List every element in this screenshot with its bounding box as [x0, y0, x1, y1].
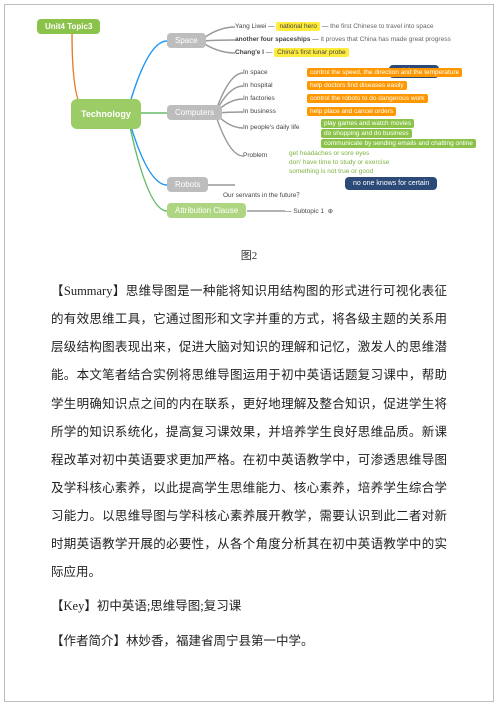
node-attr: Attribution Clause: [167, 203, 246, 218]
node-computers: Computers: [167, 105, 222, 120]
comp-sub-3: In business: [243, 108, 276, 115]
comp-leaf-3: help place and cancel orders: [307, 108, 396, 115]
attr-leaf: — Subtopic 1 ⊕: [285, 207, 333, 215]
comp-leaf-0: control the speed, the direction and the…: [307, 69, 462, 76]
robots-leaf: Our servants in the future？: [223, 189, 303, 199]
comp-sub-2: In factories: [243, 95, 275, 102]
robot-box: no one knows for certain: [345, 177, 437, 190]
comp-sub-0: In space: [243, 69, 268, 76]
comp-leaf-4: play games and watch movies: [321, 120, 414, 127]
node-space: Space: [167, 33, 206, 48]
figure-caption: 图2: [5, 247, 493, 263]
comp-leaf-8: don' have time to study or exercise: [289, 159, 389, 166]
space-row-1: another four spaceships — it proves that…: [235, 36, 451, 43]
comp-leaf-5: do shopping and do business: [321, 130, 412, 137]
space-row-2: Chang'e I — China's first lunar probe: [235, 49, 349, 56]
mindmap-figure: Unit4 Topic3 Technology Space Computers …: [17, 13, 477, 243]
comp-leaf-6: communicate by sending emails and chatti…: [321, 140, 476, 147]
node-robots: Robots: [167, 177, 208, 192]
key-paragraph: 【Key】初中英语;思维导图;复习课: [51, 592, 447, 620]
comp-sub-5: Problem: [243, 152, 267, 159]
space-row-0: Yang Liwei — national hero — the first C…: [235, 23, 434, 30]
comp-leaf-1: help doctors find diseases easily: [307, 82, 407, 89]
summary-paragraph: 【Summary】思维导图是一种能将知识用结构图的形式进行可视化表征的有效思维工…: [51, 277, 447, 586]
comp-sub-1: In hospital: [243, 82, 273, 89]
node-hub-technology: Technology: [71, 99, 141, 129]
article-body: 【Summary】思维导图是一种能将知识用结构图的形式进行可视化表征的有效思维工…: [51, 277, 447, 655]
comp-leaf-7: get headaches or sore eyes: [289, 150, 369, 157]
comp-leaf-2: control the robots to do dangerous work: [307, 95, 428, 102]
author-paragraph: 【作者简介】林妙香，福建省周宁县第一中学。: [51, 627, 447, 655]
comp-leaf-9: something is not true or good: [289, 168, 373, 175]
comp-sub-4: In people's daily life: [243, 124, 300, 131]
node-root: Unit4 Topic3: [37, 19, 100, 34]
